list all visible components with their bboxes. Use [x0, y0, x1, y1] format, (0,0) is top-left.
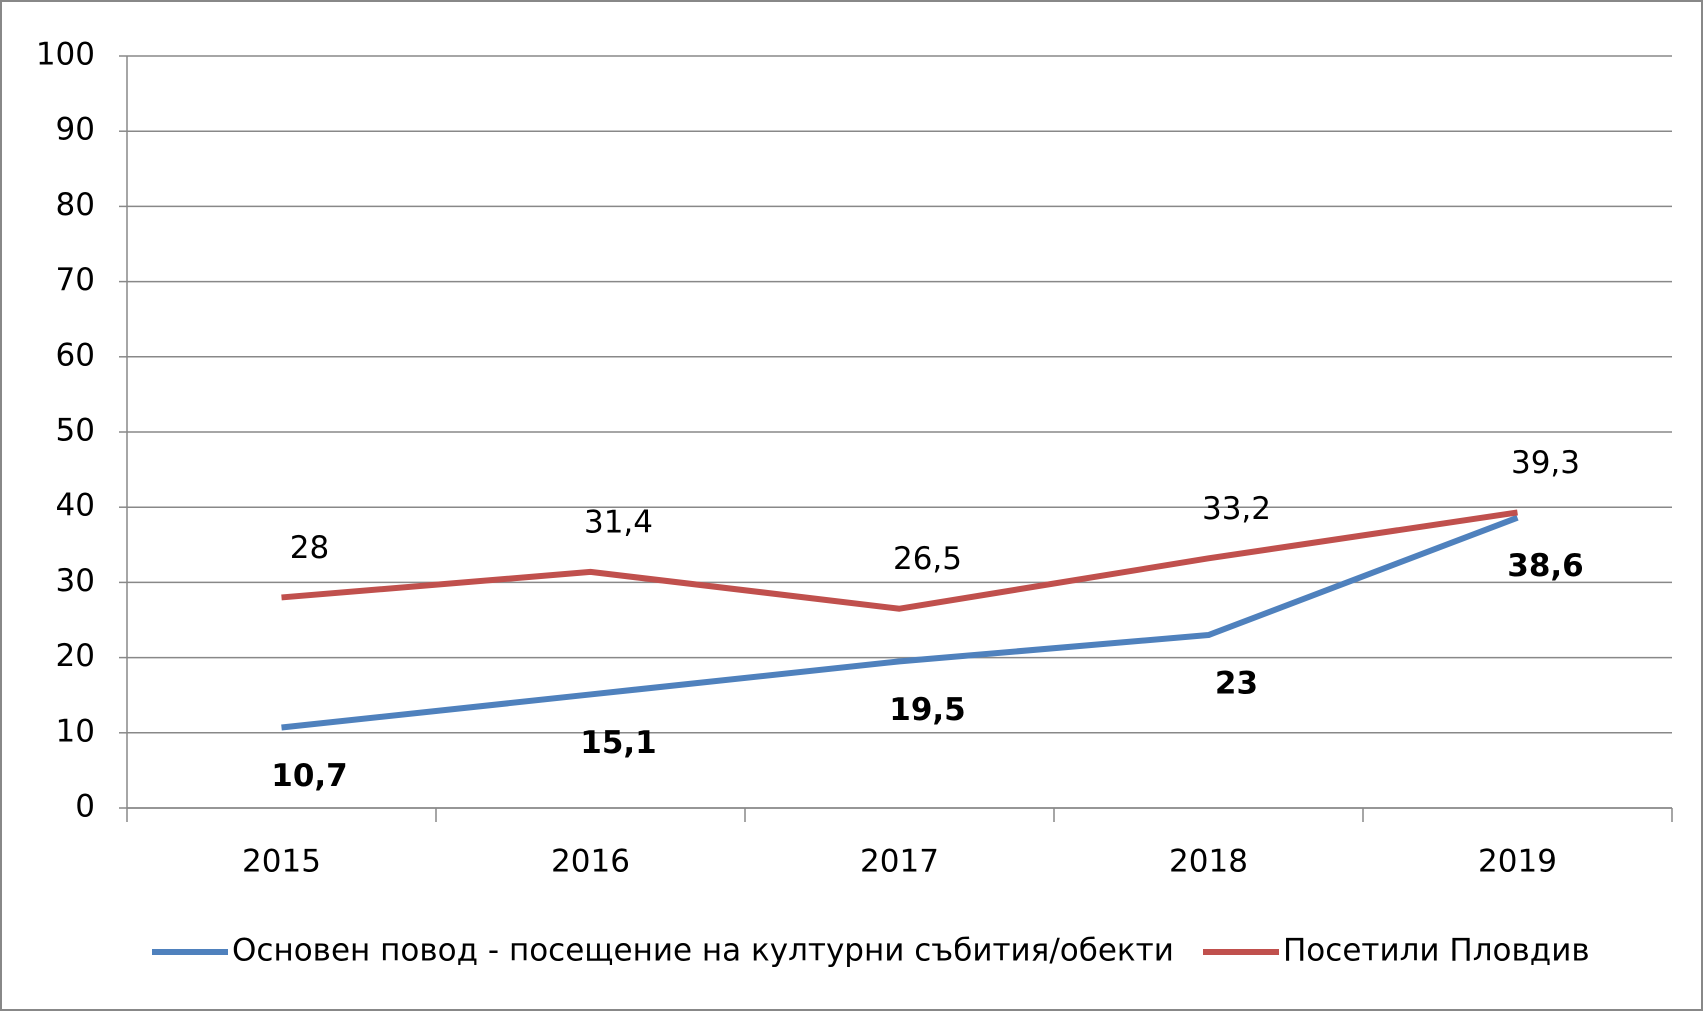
data-label: 33,2 — [1202, 491, 1271, 527]
y-tick-label: 100 — [36, 37, 95, 73]
legend-label: Основен повод - посещение на културни съ… — [232, 933, 1174, 969]
x-tick-label: 2015 — [242, 844, 321, 880]
y-tick-label: 70 — [56, 262, 95, 298]
y-tick-label: 20 — [56, 638, 95, 674]
data-label: 15,1 — [580, 725, 657, 761]
legend-label: Посетили Пловдив — [1283, 933, 1590, 969]
x-tick-label: 2017 — [860, 844, 939, 880]
data-label: 10,7 — [271, 758, 348, 794]
y-tick-label: 60 — [56, 337, 95, 373]
y-tick-label: 30 — [56, 563, 95, 599]
y-tick-label: 50 — [56, 413, 95, 449]
y-tick-label: 40 — [56, 488, 95, 524]
data-label: 23 — [1215, 666, 1258, 702]
data-label: 28 — [290, 530, 329, 566]
data-label: 19,5 — [889, 692, 966, 728]
data-label: 38,6 — [1507, 548, 1584, 584]
series-line — [281, 514, 1519, 731]
y-tick-label: 10 — [56, 713, 95, 749]
x-tick-label: 2016 — [551, 844, 630, 880]
y-tick-label: 80 — [56, 187, 95, 223]
data-label: 31,4 — [584, 504, 653, 540]
series-line — [281, 509, 1518, 612]
x-tick-label: 2019 — [1478, 844, 1557, 880]
y-tick-label: 90 — [56, 112, 95, 148]
data-label: 26,5 — [893, 541, 962, 577]
x-tick-label: 2018 — [1169, 844, 1248, 880]
data-label: 39,3 — [1511, 445, 1580, 481]
y-tick-label: 0 — [75, 789, 95, 825]
